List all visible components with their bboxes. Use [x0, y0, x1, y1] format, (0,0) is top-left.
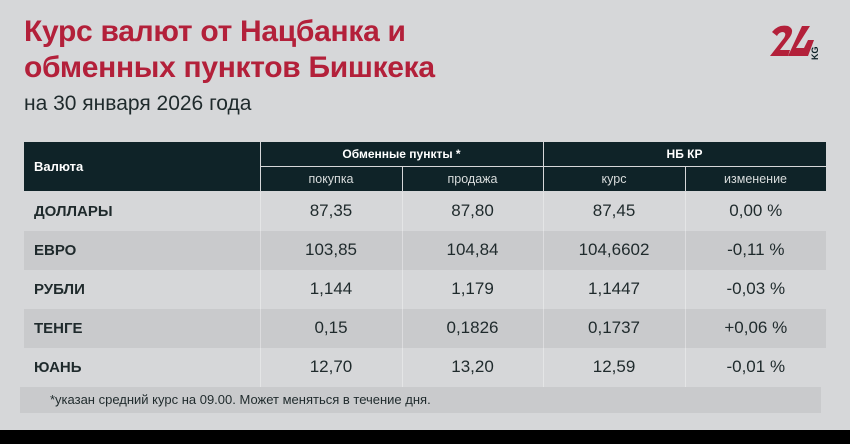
cell-sell: 13,20: [401, 347, 544, 387]
cell-change: +0,06 %: [684, 308, 827, 348]
page-title: Курс валют от Нацбанка и обменных пункто…: [24, 14, 435, 86]
table-row: ДОЛЛАРЫ 87,35 87,80 87,45 0,00 %: [24, 191, 827, 231]
cell-name: ЮАНЬ: [34, 358, 82, 376]
cell-name: РУБЛИ: [34, 280, 85, 298]
header-buy: покупка: [259, 166, 403, 192]
cell-rate: 12,59: [542, 347, 686, 387]
bottom-bar: [0, 430, 850, 444]
cell-name: ДОЛЛАРЫ: [34, 202, 113, 220]
header-nbkr: НБ КР: [542, 141, 827, 167]
cell-sell: 87,80: [401, 191, 544, 231]
cell-buy: 1,144: [259, 269, 402, 309]
cell-change: -0,03 %: [684, 269, 827, 309]
cell-buy: 0,15: [259, 308, 402, 348]
cell-rate: 104,6602: [542, 230, 686, 270]
cell-sell: 0,1826: [401, 308, 544, 348]
title-line-2: обменных пунктов Бишкека: [24, 51, 435, 84]
header-exchange-points: Обменные пункты *: [259, 141, 544, 167]
header-rate: курс: [542, 166, 686, 192]
header-sell: продажа: [401, 166, 544, 192]
cell-rate: 0,1737: [542, 308, 686, 348]
24kg-logo-icon: KG: [770, 25, 820, 61]
cell-rate: 1,1447: [542, 269, 686, 309]
cell-name: ТЕНГЕ: [24, 308, 260, 348]
cell-change: -0,11 %: [684, 230, 827, 270]
title-line-1: Курс валют от Нацбанка и: [24, 15, 406, 48]
cell-buy: 12,70: [259, 347, 402, 387]
footnote: *указан средний курс на 09.00. Может мен…: [20, 387, 821, 413]
date-subtitle: на 30 января 2026 года: [24, 92, 252, 115]
table-row: ТЕНГЕ 0,15 0,1826 0,1737 +0,06 %: [24, 308, 827, 348]
cell-buy: 103,85: [259, 230, 402, 270]
cell-change: -0,01 %: [684, 347, 827, 387]
table-row: ЕВРО 103,85 104,84 104,6602 -0,11 %: [24, 230, 827, 270]
cell-name: ЕВРО: [24, 230, 260, 270]
cell-sell: 1,179: [401, 269, 544, 309]
cell-change: 0,00 %: [684, 191, 827, 231]
header-currency: Валюта: [24, 141, 261, 192]
cell-rate: 87,45: [542, 191, 686, 231]
table-row: ЮАНЬ 12,70 13,20 12,59 -0,01 %: [24, 347, 827, 387]
cell-sell: 104,84: [401, 230, 544, 270]
exchange-rate-table: Валюта Обменные пункты * НБ КР покупка п…: [24, 141, 827, 387]
svg-text:KG: KG: [810, 47, 820, 61]
table-row: РУБЛИ 1,144 1,179 1,1447 -0,03 %: [24, 269, 827, 309]
header-change: изменение: [684, 166, 827, 192]
cell-buy: 87,35: [259, 191, 402, 231]
